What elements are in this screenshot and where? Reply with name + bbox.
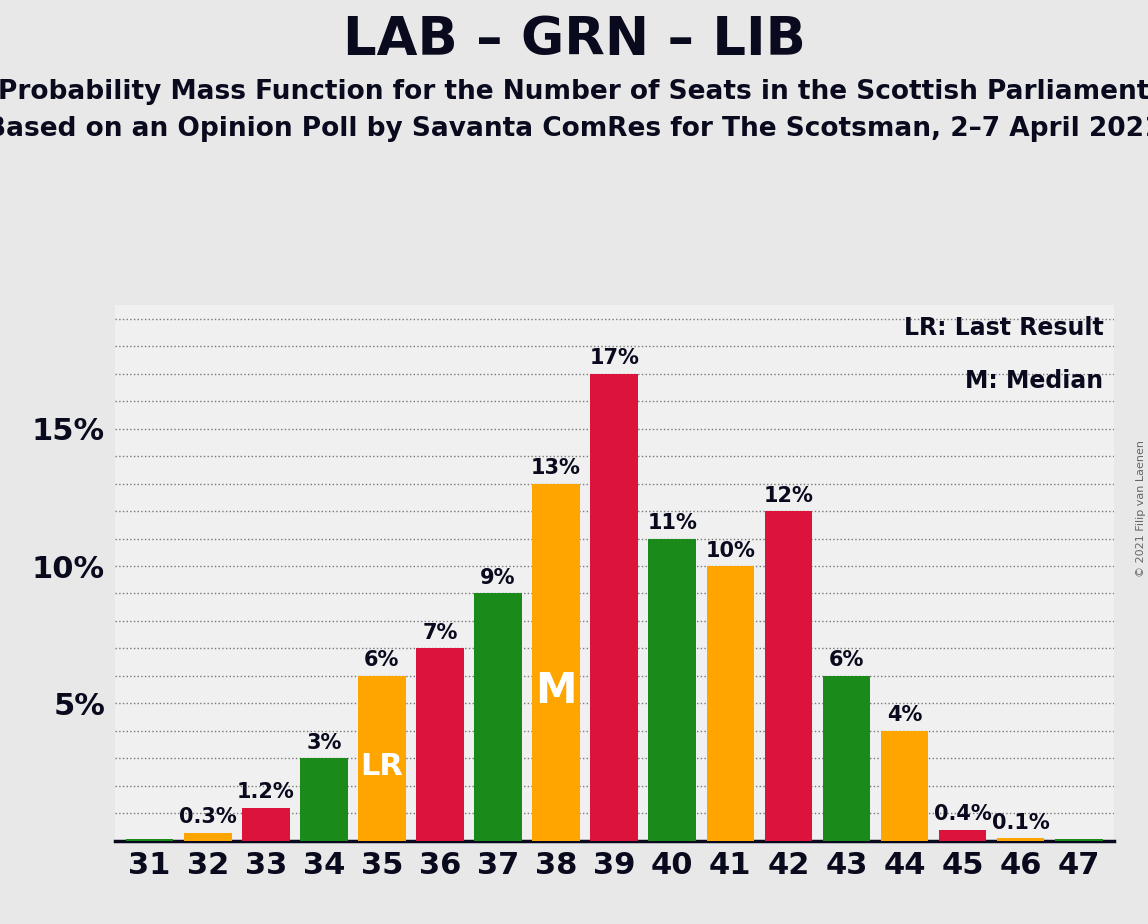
Text: 1.2%: 1.2% (236, 783, 295, 802)
Bar (765, 511, 812, 841)
Text: 6%: 6% (364, 650, 400, 671)
Text: © 2021 Filip van Laenen: © 2021 Filip van Laenen (1135, 440, 1146, 577)
Text: M: Median: M: Median (965, 370, 1103, 394)
Bar (590, 373, 638, 841)
Text: LAB – GRN – LIB: LAB – GRN – LIB (342, 14, 806, 66)
Bar (939, 830, 986, 841)
Bar (1055, 840, 1102, 841)
Bar (184, 833, 232, 841)
Bar (242, 808, 289, 841)
Bar (417, 649, 464, 841)
Text: M: M (535, 670, 576, 711)
Bar (996, 838, 1045, 841)
Bar (823, 676, 870, 841)
Text: 17%: 17% (589, 348, 639, 368)
Bar (300, 759, 348, 841)
Text: 9%: 9% (480, 568, 515, 588)
Text: Probability Mass Function for the Number of Seats in the Scottish Parliament: Probability Mass Function for the Number… (0, 79, 1148, 104)
Bar (649, 539, 696, 841)
Bar (706, 566, 754, 841)
Bar (474, 593, 522, 841)
Text: Based on an Opinion Poll by Savanta ComRes for The Scotsman, 2–7 April 2021: Based on an Opinion Poll by Savanta ComR… (0, 116, 1148, 141)
Text: LR: LR (360, 752, 403, 781)
Bar (358, 676, 405, 841)
Text: 6%: 6% (829, 650, 864, 671)
Text: 12%: 12% (763, 485, 813, 505)
Text: 4%: 4% (886, 705, 922, 725)
Text: 3%: 3% (307, 733, 342, 753)
Text: 7%: 7% (422, 623, 458, 643)
Text: 0.3%: 0.3% (179, 807, 236, 827)
Text: 10%: 10% (705, 541, 755, 561)
Text: 13%: 13% (532, 458, 581, 478)
Bar (126, 840, 173, 841)
Bar (881, 731, 929, 841)
Text: 0.4%: 0.4% (933, 805, 992, 824)
Text: 0.1%: 0.1% (992, 812, 1049, 833)
Bar (533, 483, 580, 841)
Text: 11%: 11% (647, 513, 697, 533)
Text: LR: Last Result: LR: Last Result (903, 316, 1103, 340)
